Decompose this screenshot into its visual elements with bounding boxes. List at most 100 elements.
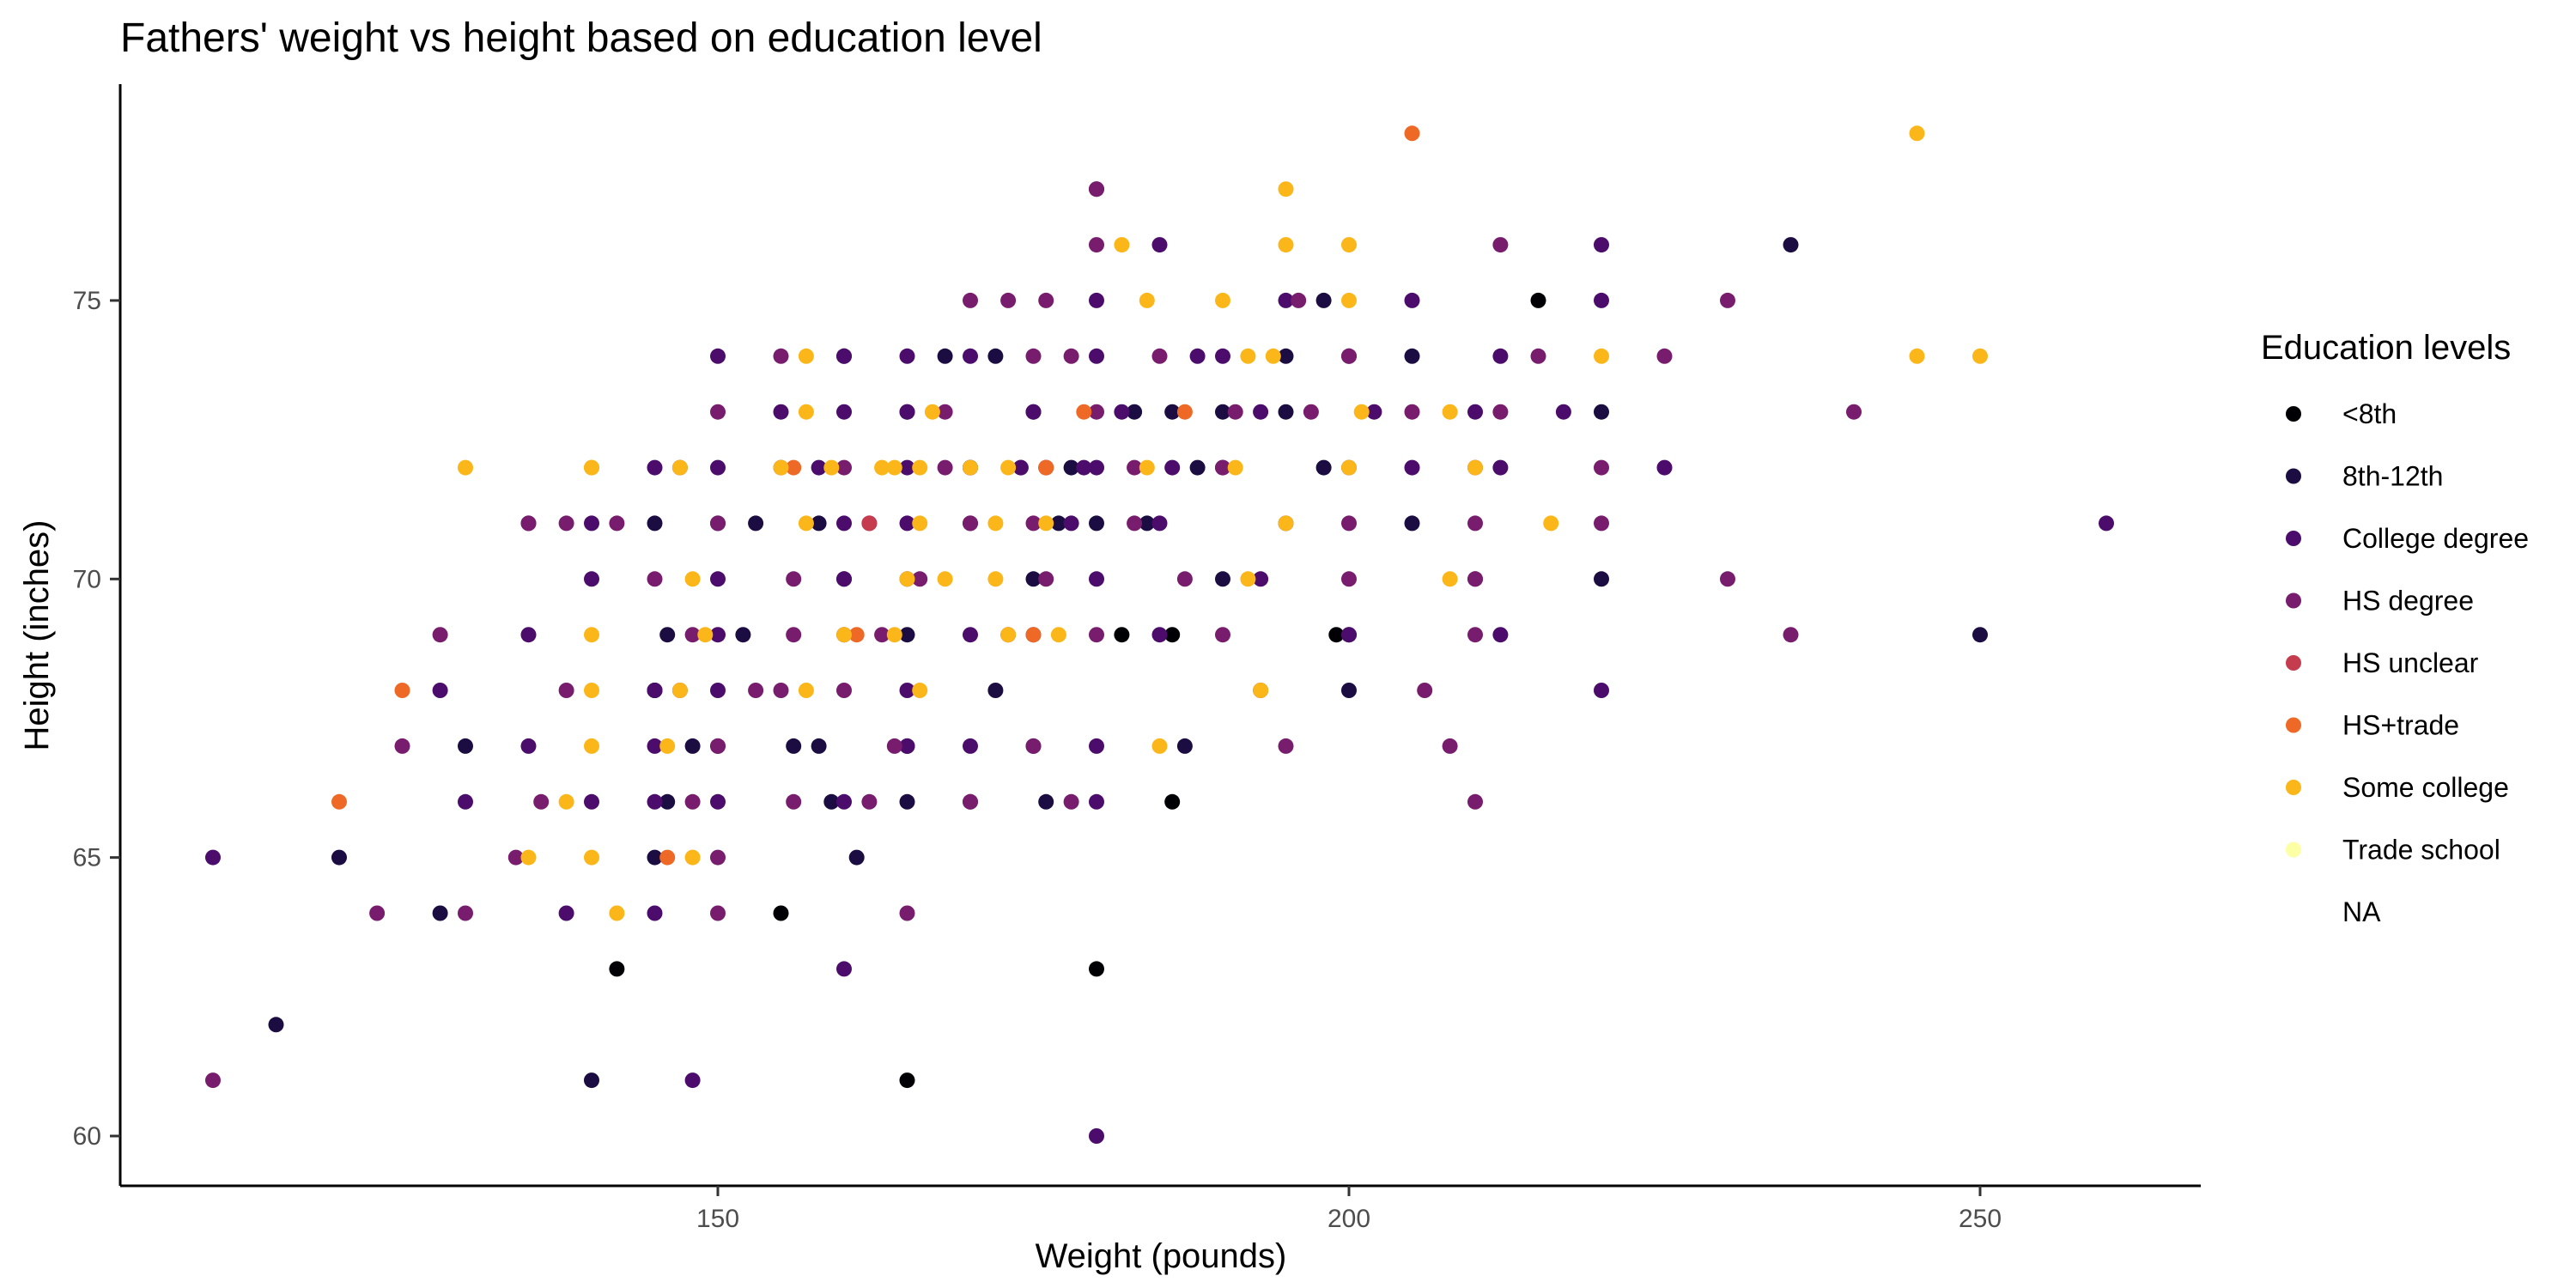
data-point [861,515,878,532]
data-point [1176,571,1193,587]
data-point [1151,348,1168,364]
data-point [773,348,789,364]
data-point [836,683,852,698]
data-point [1240,348,1256,364]
data-point [1594,348,1609,364]
data-point [659,849,676,866]
legend-key [2286,780,2301,795]
data-point [331,849,347,866]
legend-key [2286,406,2301,422]
data-point [987,571,1004,587]
data-point [1038,292,1054,308]
data-point [1783,627,1799,643]
data-point [710,515,726,532]
data-point [432,905,448,921]
data-point [584,459,599,476]
data-point [1315,459,1332,476]
data-point [1089,459,1104,476]
y-tick-label: 65 [73,844,101,872]
data-point [912,571,928,587]
data-point [684,738,701,754]
data-point [659,738,676,754]
data-point [937,459,953,476]
data-point [710,404,726,420]
data-point [533,793,550,810]
data-point [1341,237,1357,253]
legend-label: HS degree [2342,586,2474,617]
data-point [1215,292,1230,308]
data-point [963,459,978,476]
data-point [1089,237,1104,253]
data-point [1227,459,1243,476]
data-point [1151,515,1168,532]
data-point [710,793,726,810]
data-point [205,1072,221,1089]
data-point [1265,348,1281,364]
data-point [1492,348,1509,364]
data-point [1467,404,1483,420]
data-point [1089,1128,1104,1144]
data-point [924,404,940,420]
data-point [1025,515,1042,532]
legend-label: Trade school [2342,835,2500,866]
data-point [1227,404,1243,420]
data-point [899,683,915,698]
data-point [1253,571,1269,587]
data-point [647,905,663,921]
data-point [1720,292,1735,308]
data-point [937,571,953,587]
data-point [1164,404,1181,420]
data-point [584,683,599,698]
x-tick-label: 150 [696,1205,739,1233]
data-point [684,849,701,866]
data-point [1315,292,1332,308]
data-point [899,738,915,754]
data-point [1089,571,1104,587]
data-point [1000,292,1017,308]
data-point [1025,348,1042,364]
data-point [458,905,473,921]
data-point [1000,459,1017,476]
data-point [1594,571,1609,587]
data-point [1089,627,1104,643]
data-point [1656,459,1673,476]
data-point [609,905,625,921]
data-point [874,459,890,476]
data-point [836,515,852,532]
data-point [684,1072,701,1089]
data-point [1720,571,1735,587]
ticks-layer: 60 65 70 75 150 200 250 [73,287,2002,1233]
data-point [1164,793,1181,810]
data-point [1038,571,1054,587]
data-point [811,515,827,532]
data-point [1164,627,1181,643]
data-point [432,683,448,698]
y-tick-label: 70 [73,565,101,593]
data-point [1176,404,1193,420]
chart-title: Fathers' weight vs height based on educa… [120,15,1042,61]
data-point [458,793,473,810]
data-point [1089,793,1104,810]
data-point [899,515,915,532]
data-point [848,849,865,866]
data-point [671,683,688,698]
data-point [584,738,599,754]
data-point [886,738,902,754]
data-point [1341,571,1357,587]
legend-label: <8th [2342,398,2397,429]
data-point [786,571,802,587]
data-point [1038,515,1054,532]
data-point [748,683,764,698]
data-point [798,683,814,698]
data-point [912,459,928,476]
data-point [937,348,953,364]
legend-label: NA [2342,896,2381,927]
data-point [786,459,802,476]
data-point [671,459,688,476]
data-point [798,515,814,532]
data-point [1594,292,1609,308]
data-point [899,627,915,643]
data-point [1215,627,1230,643]
data-point [1972,348,1988,364]
legend-key [2286,655,2301,671]
